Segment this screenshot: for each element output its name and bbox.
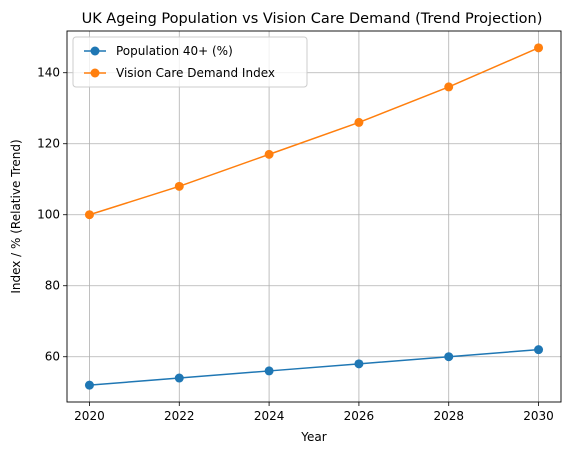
data-point <box>84 380 94 390</box>
data-point <box>174 181 184 191</box>
legend-label-vision-demand: Vision Care Demand Index <box>116 66 275 80</box>
y-tick-label: 140 <box>37 66 60 80</box>
data-point <box>264 149 274 159</box>
x-axis-ticks: 2020 2022 2024 2026 2028 2030 <box>74 402 554 423</box>
x-tick-label: 2022 <box>164 409 195 423</box>
legend-entry-population: Population 40+ (%) <box>84 44 233 58</box>
data-point <box>264 366 274 376</box>
data-point <box>354 359 364 369</box>
data-point <box>444 352 454 362</box>
chart-title: UK Ageing Population vs Vision Care Dema… <box>82 11 543 27</box>
x-tick-label: 2026 <box>344 409 375 423</box>
data-point <box>444 82 454 92</box>
legend-box <box>72 36 308 88</box>
y-tick-label: 100 <box>37 208 60 222</box>
legend-entry-vision-demand: Vision Care Demand Index <box>84 66 275 80</box>
data-point <box>174 373 184 383</box>
series-line-1 <box>89 47 539 216</box>
series-layer <box>84 43 544 390</box>
legend: Population 40+ (%) Vision Care Demand In… <box>72 36 308 88</box>
data-point <box>84 210 94 220</box>
x-tick-label: 2030 <box>523 409 554 423</box>
legend-label-population: Population 40+ (%) <box>116 44 233 58</box>
x-tick-label: 2020 <box>74 409 105 423</box>
legend-marker-population <box>90 46 100 56</box>
data-point <box>534 43 544 53</box>
series-line-0 <box>89 348 539 386</box>
y-tick-label: 80 <box>45 279 60 293</box>
x-axis-title: Year <box>300 430 326 444</box>
legend-marker-vision-demand <box>90 68 100 78</box>
plot-frame <box>66 30 562 403</box>
y-tick-label: 60 <box>45 350 60 364</box>
x-tick-label: 2028 <box>433 409 464 423</box>
x-tick-label: 2024 <box>254 409 285 423</box>
y-axis-title: Index / % (Relative Trend) <box>9 139 23 293</box>
data-point <box>534 345 544 355</box>
y-tick-label: 120 <box>37 137 60 151</box>
y-axis-ticks: 60 80 100 120 140 <box>37 66 67 364</box>
data-point <box>354 117 364 127</box>
